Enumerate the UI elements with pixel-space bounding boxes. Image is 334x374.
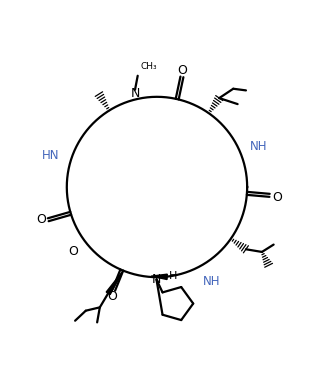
Text: O: O [177,64,187,77]
Text: H: H [169,271,177,281]
Text: O: O [107,290,117,303]
Polygon shape [106,271,123,295]
Text: NH: NH [203,275,221,288]
Polygon shape [151,274,167,279]
Text: CH₃: CH₃ [140,62,157,71]
Text: O: O [36,214,46,227]
Text: O: O [68,245,78,258]
Text: N: N [130,87,140,99]
Text: NH: NH [250,140,267,153]
Text: O: O [272,191,282,204]
Text: HN: HN [42,149,60,162]
Text: N: N [152,273,161,286]
